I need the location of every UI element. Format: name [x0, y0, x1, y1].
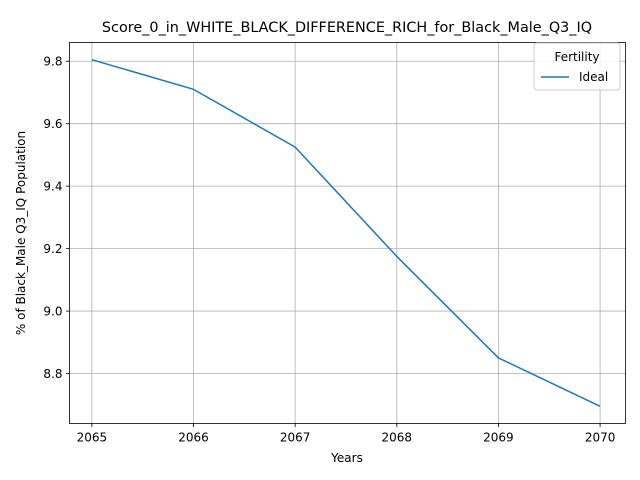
y-axis-label: % of Black_Male Q3_IQ Population	[14, 131, 28, 335]
legend-title: Fertility	[554, 50, 599, 64]
y-axis-ticks: 8.8 9.0 9.2 9.4 9.6 9.8	[43, 55, 70, 381]
legend: Fertility Ideal	[533, 42, 621, 91]
series-layer	[91, 58, 601, 407]
y-tick-label: 9.6	[43, 117, 62, 131]
y-tick-label: 9.2	[43, 242, 62, 256]
x-tick-label: 2067	[280, 431, 311, 445]
x-axis-label: Years	[330, 451, 363, 465]
series-line-ideal	[91, 58, 601, 407]
x-axis-ticks: 2065 2066 2067 2068 2069 2070	[77, 423, 616, 445]
legend-box	[533, 42, 621, 91]
x-tick-label: 2070	[585, 431, 616, 445]
y-tick-label: 9.8	[43, 55, 62, 69]
y-tick-label: 9.4	[43, 179, 62, 193]
y-tick-label: 8.8	[43, 367, 62, 381]
x-tick-label: 2069	[483, 431, 514, 445]
grid-lines	[69, 42, 626, 424]
x-tick-label: 2065	[77, 431, 108, 445]
plot-area-frame	[69, 42, 626, 424]
chart-title: Score_0_in_WHITE_BLACK_DIFFERENCE_RICH_f…	[102, 20, 592, 36]
x-tick-label: 2066	[178, 431, 209, 445]
legend-label-ideal: Ideal	[579, 70, 608, 84]
x-tick-label: 2068	[382, 431, 413, 445]
y-tick-label: 9.0	[43, 304, 62, 318]
